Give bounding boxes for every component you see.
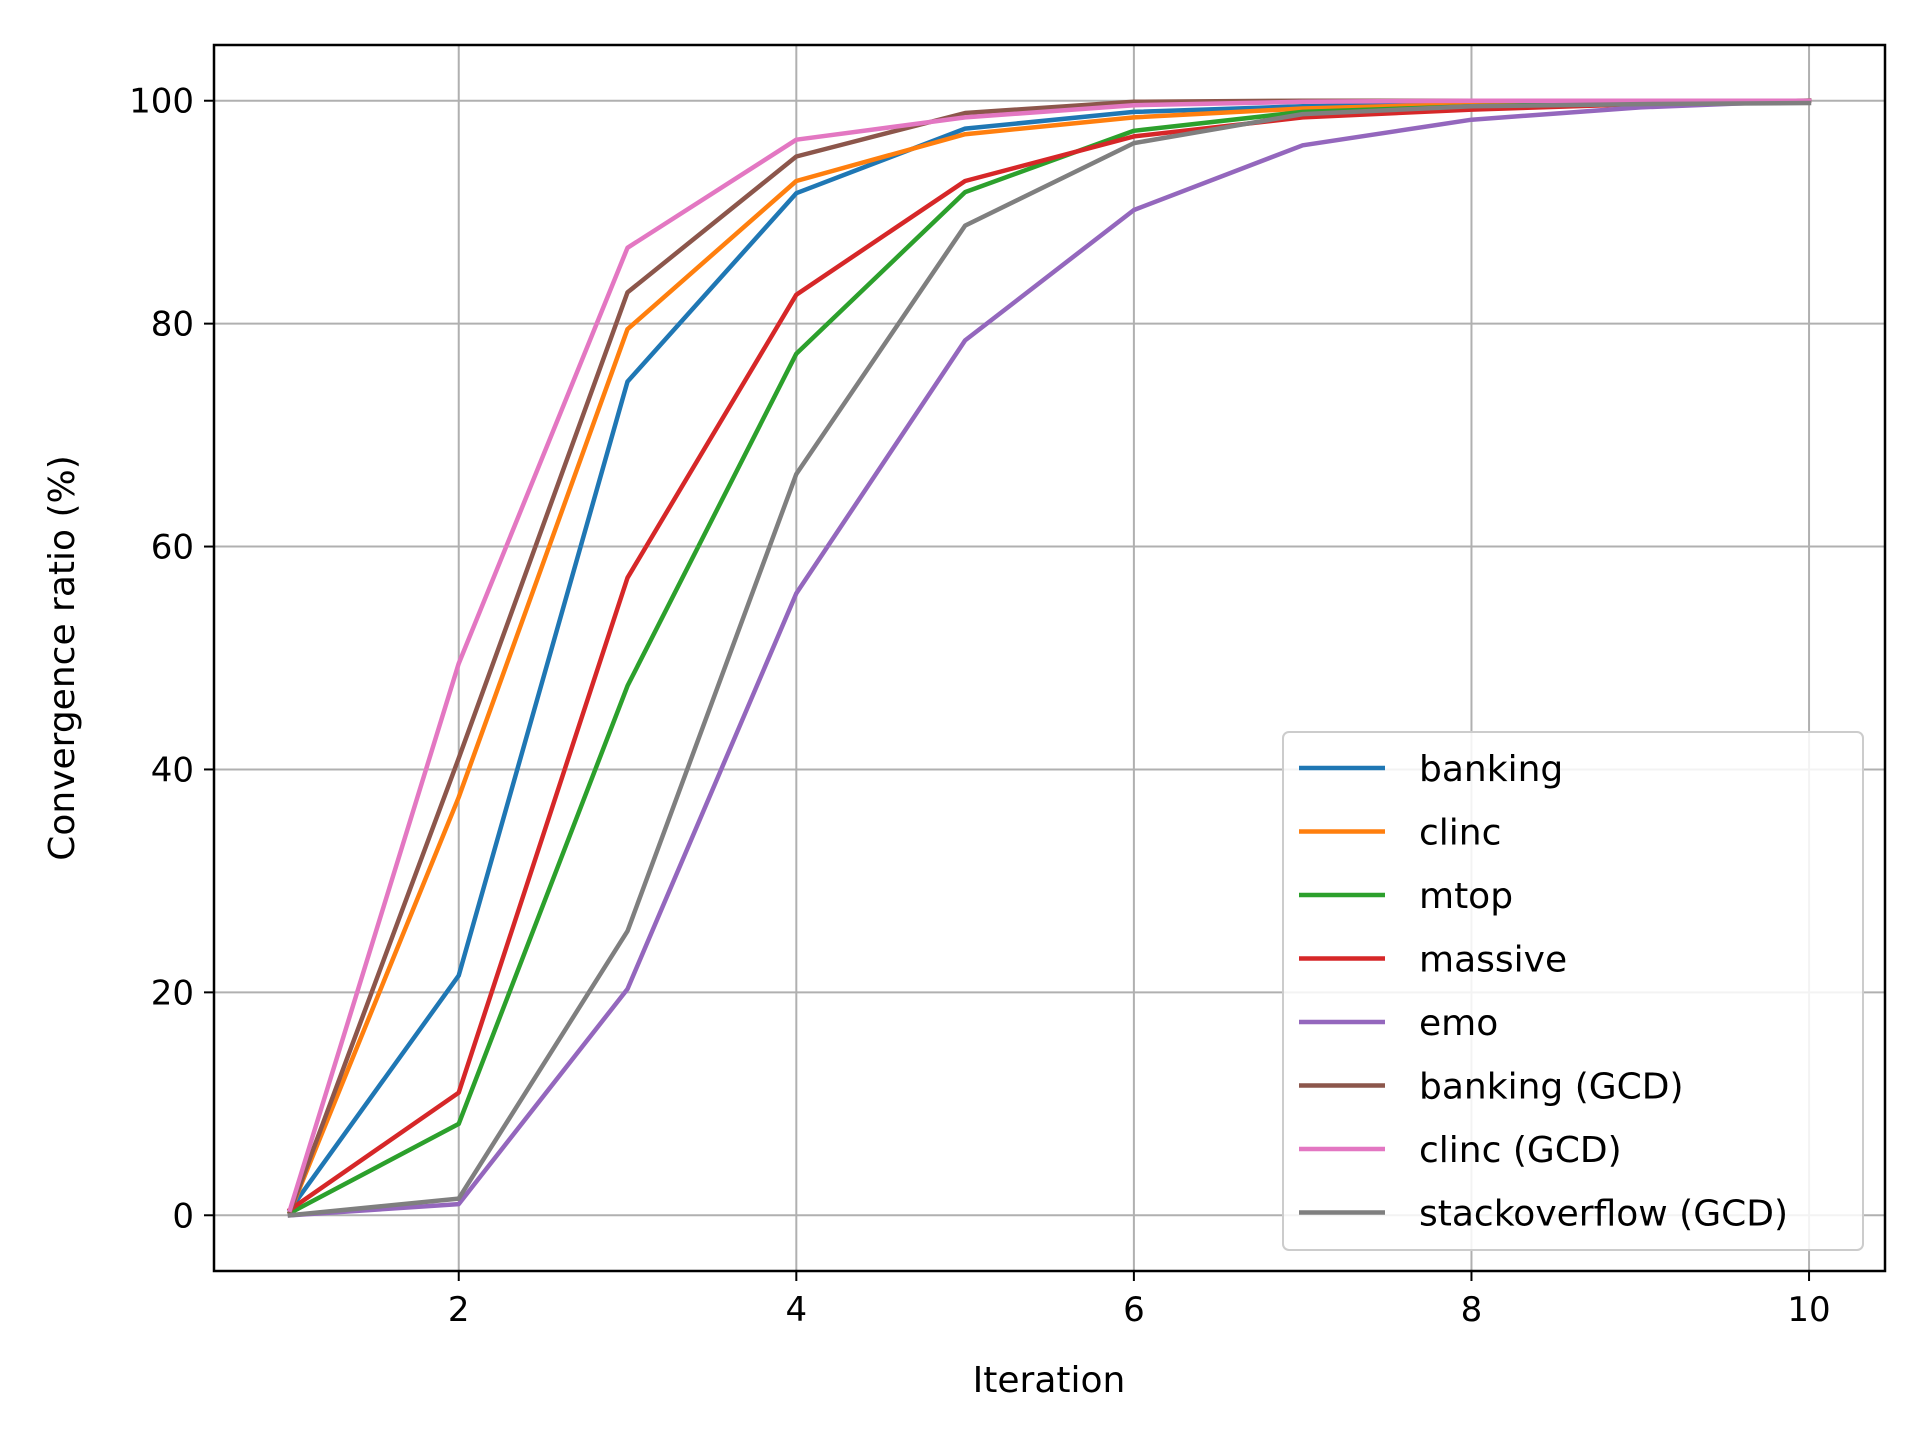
x-tick-label: 2 — [448, 1290, 470, 1330]
y-axis-label: Convergence ratio (%) — [42, 455, 83, 861]
legend-label-stackoverflow-gcd: stackoverflow (GCD) — [1419, 1194, 1788, 1235]
y-tick-label: 40 — [151, 750, 194, 790]
legend-label-banking-gcd: banking (GCD) — [1419, 1067, 1684, 1108]
y-tick-label: 60 — [151, 528, 194, 568]
x-tick-label: 4 — [785, 1290, 807, 1330]
legend-label-banking: banking — [1419, 749, 1563, 790]
axes-frame — [212, 43, 1887, 1273]
legend-label-mtop: mtop — [1419, 876, 1513, 917]
legend-box — [1282, 731, 1864, 1251]
x-tick-label: 10 — [1787, 1290, 1830, 1330]
y-tick-label: 80 — [151, 305, 194, 345]
legend: banking clinc mtop massive emo banking (GCD) c… — [1282, 731, 1864, 1251]
y-tick-label: 100 — [129, 82, 194, 122]
series-line-emo — [287, 98, 1812, 1218]
legend-label-massive: massive — [1419, 940, 1567, 981]
plot-area — [286, 98, 1812, 1218]
series-line-stackoverflow-gcd — [287, 100, 1812, 1218]
series-line-clinc-gcd — [287, 98, 1812, 1213]
y-tick-label: 0 — [172, 1196, 194, 1236]
x-tick-label: 8 — [1461, 1290, 1483, 1330]
x-tick-label: 6 — [1123, 1290, 1145, 1330]
y-tick-label: 20 — [151, 973, 194, 1013]
x-axis-label: Iteration — [973, 1360, 1126, 1401]
legend-label-emo: emo — [1419, 1003, 1498, 1044]
legend-label-clinc: clinc — [1419, 813, 1501, 854]
legend-label-clinc-gcd: clinc (GCD) — [1419, 1130, 1622, 1171]
